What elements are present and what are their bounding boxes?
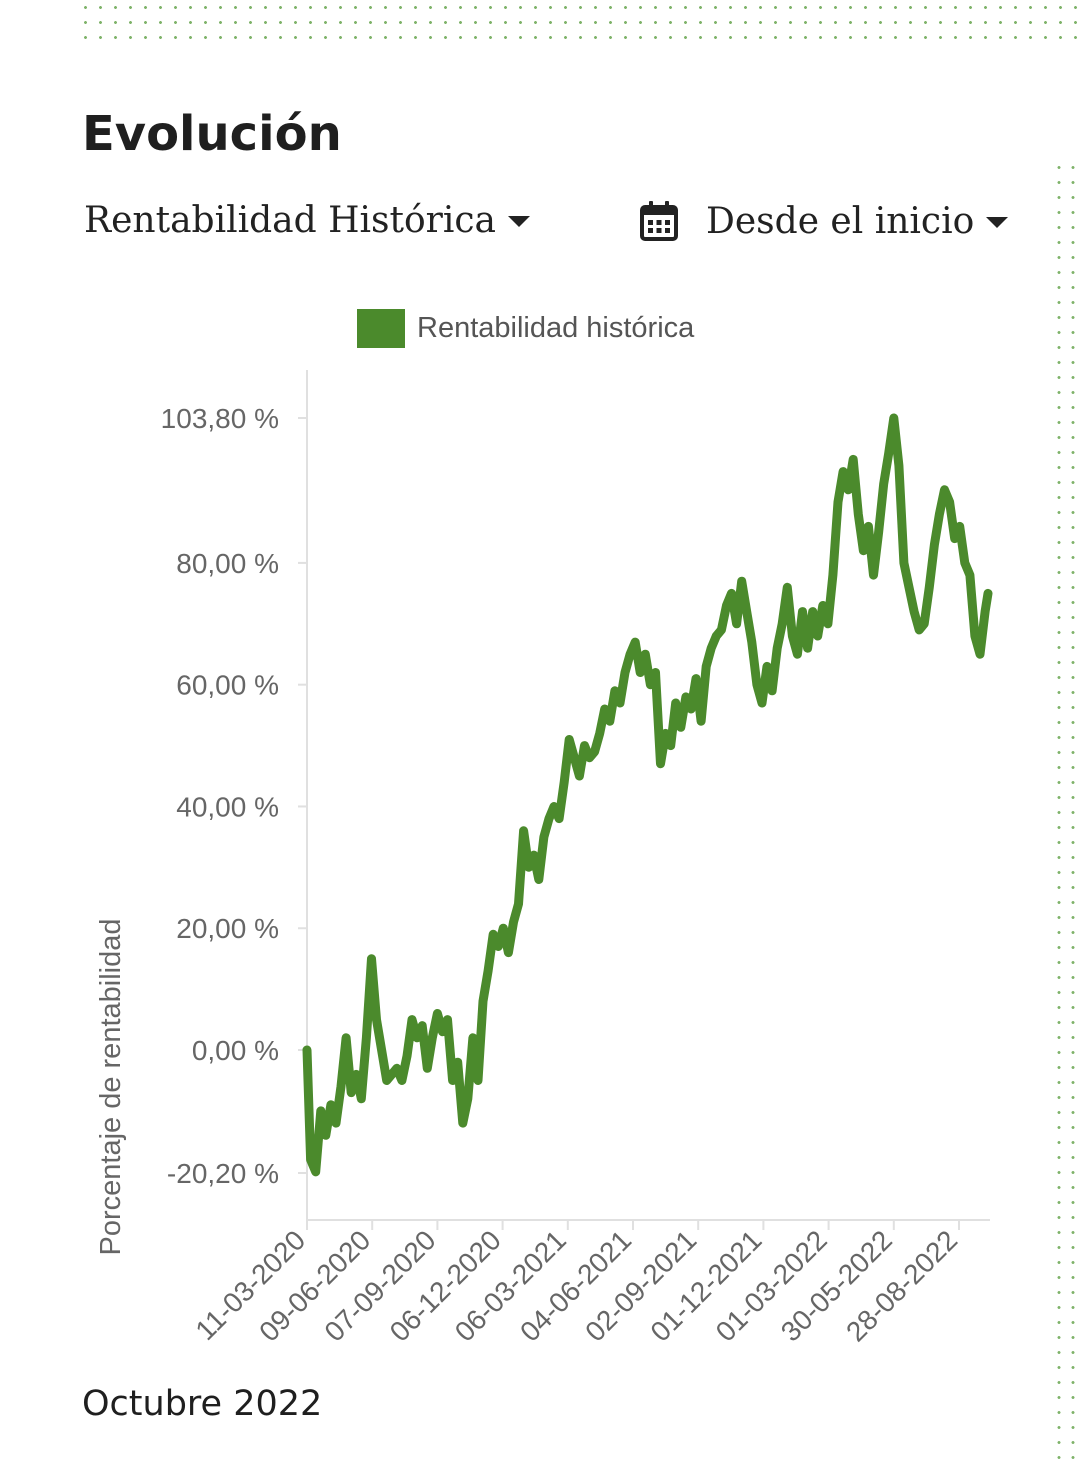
footer-date: Octubre 2022 — [82, 1384, 323, 1424]
y-tick-label: 80,00 % — [176, 548, 279, 579]
legend-label: Rentabilidad histórica — [417, 312, 695, 344]
calendar-icon — [640, 201, 678, 241]
series-line-rentabilidad[interactable] — [302, 413, 993, 1177]
y-tick-label: 0,00 % — [192, 1035, 279, 1066]
period-dropdown-label: Desde el inicio — [706, 200, 975, 242]
y-tick-label: 60,00 % — [176, 670, 279, 701]
page-title: Evolución — [82, 106, 342, 162]
caret-down-icon — [986, 216, 1009, 228]
decorative-dots-right — [1052, 160, 1080, 1460]
y-tick-label: 20,00 % — [176, 913, 279, 944]
x-axis: 11-03-202009-06-202007-09-202006-12-2020… — [190, 1219, 990, 1348]
decorative-dots-top — [78, 0, 1080, 48]
period-dropdown[interactable]: Desde el inicio — [640, 200, 1009, 242]
y-tick-label: -20,20 % — [167, 1158, 279, 1189]
y-axis: -20,20 % 0,00 % 20,00 % 40,00 % 60,00 % 80,00… — [161, 370, 308, 1220]
y-axis-title: Porcentaje de rentabilidad — [95, 919, 127, 1256]
metric-dropdown-label: Rentabilidad Histórica — [84, 200, 496, 241]
chart-legend[interactable]: Rentabilidad histórica — [357, 309, 695, 348]
y-tick-label: 40,00 % — [176, 791, 279, 822]
legend-swatch — [357, 309, 405, 348]
y-tick-label: 103,80 % — [161, 403, 279, 434]
metric-dropdown[interactable]: Rentabilidad Histórica — [84, 200, 530, 241]
caret-down-icon — [507, 216, 530, 227]
returns-chart: Rentabilidad histórica Porcentaje de ren… — [95, 309, 993, 1348]
